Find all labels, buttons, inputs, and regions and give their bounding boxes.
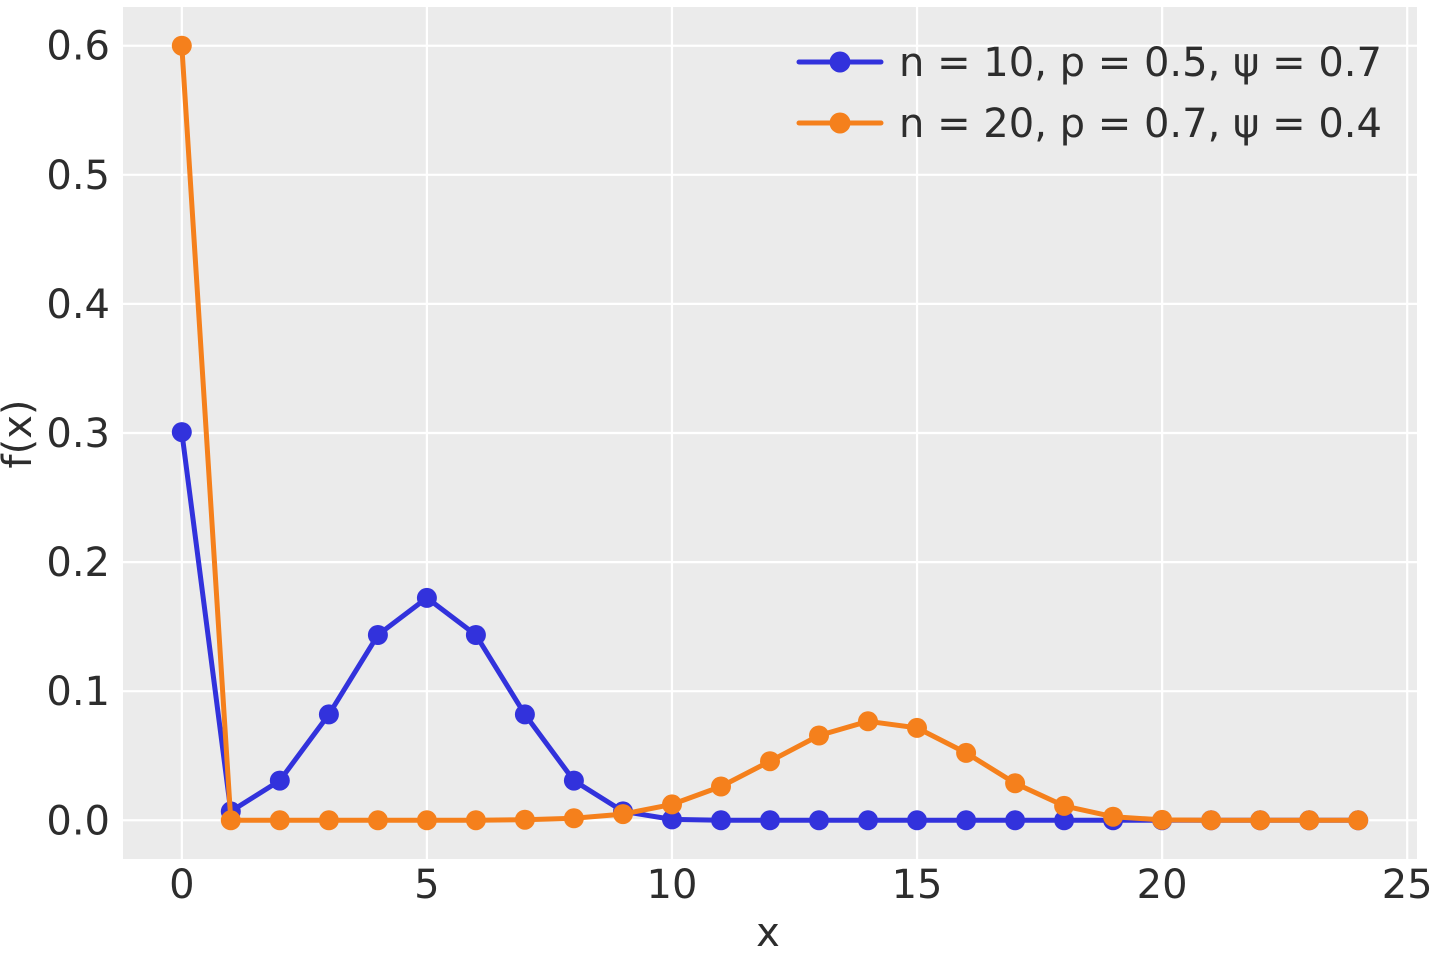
data-point xyxy=(956,742,977,763)
data-point xyxy=(711,810,731,831)
y-tick-label: 0.5 xyxy=(46,153,110,199)
y-tick-label: 0.3 xyxy=(46,411,110,457)
data-point xyxy=(1005,773,1026,794)
data-point xyxy=(465,810,486,831)
data-point xyxy=(171,422,192,443)
legend-key-marker xyxy=(829,51,851,73)
data-point xyxy=(318,704,339,725)
data-point xyxy=(907,810,927,831)
data-point xyxy=(1152,809,1173,830)
y-axis-label: f(x) xyxy=(0,400,41,469)
data-point xyxy=(1103,806,1124,827)
x-axis-label: x xyxy=(756,910,780,956)
data-point xyxy=(269,810,290,831)
data-point xyxy=(367,810,388,831)
data-point xyxy=(416,810,437,831)
data-point xyxy=(956,810,977,831)
data-point xyxy=(858,810,878,831)
x-tick-label: 0 xyxy=(169,862,194,908)
data-point xyxy=(514,809,535,830)
legend-label: n = 10, p = 0.5, ψ = 0.7 xyxy=(899,40,1382,86)
y-tick-label: 0.2 xyxy=(46,540,110,586)
x-tick-label: 15 xyxy=(892,862,943,908)
data-point xyxy=(171,35,192,56)
y-tick-label: 0.6 xyxy=(46,24,110,70)
data-point xyxy=(416,587,437,608)
data-point xyxy=(1054,810,1075,831)
data-point xyxy=(760,810,780,831)
data-point xyxy=(760,751,780,772)
legend: n = 10, p = 0.5, ψ = 0.7 n = 20, p = 0.7,… xyxy=(796,40,1382,147)
data-point xyxy=(1201,810,1222,831)
data-point xyxy=(662,809,682,830)
x-tick-label: 10 xyxy=(647,862,698,908)
data-point xyxy=(809,725,829,746)
data-point xyxy=(662,794,682,815)
data-point xyxy=(514,704,535,725)
y-tick-label: 0.0 xyxy=(46,798,110,844)
data-point xyxy=(907,717,927,738)
data-point xyxy=(711,776,731,797)
data-point xyxy=(809,810,829,831)
data-point xyxy=(1299,810,1320,831)
data-point xyxy=(858,711,878,732)
data-point xyxy=(613,804,633,825)
plot-area xyxy=(123,7,1417,859)
legend-label: n = 20, p = 0.7, ψ = 0.4 xyxy=(899,101,1382,147)
data-point xyxy=(220,810,241,831)
y-tick-label: 0.4 xyxy=(46,282,110,328)
data-point xyxy=(1054,795,1075,816)
data-point xyxy=(367,625,388,645)
x-tick-label: 5 xyxy=(414,862,439,908)
data-point xyxy=(465,625,486,645)
x-tick-label: 25 xyxy=(1382,862,1433,908)
y-tick-label: 0.1 xyxy=(46,669,110,715)
data-point xyxy=(563,770,584,791)
data-point xyxy=(563,808,584,829)
legend-key-marker xyxy=(829,112,851,134)
data-point xyxy=(1348,810,1369,831)
data-point xyxy=(1250,810,1271,831)
axis-ticks: 0 5 10 15 20 25 0.0 0.1 0.2 0.3 0.4 0.5 0.6 xyxy=(46,24,1432,908)
data-point xyxy=(1005,810,1026,831)
data-point xyxy=(269,770,290,791)
x-tick-label: 20 xyxy=(1137,862,1188,908)
data-point xyxy=(318,810,339,831)
